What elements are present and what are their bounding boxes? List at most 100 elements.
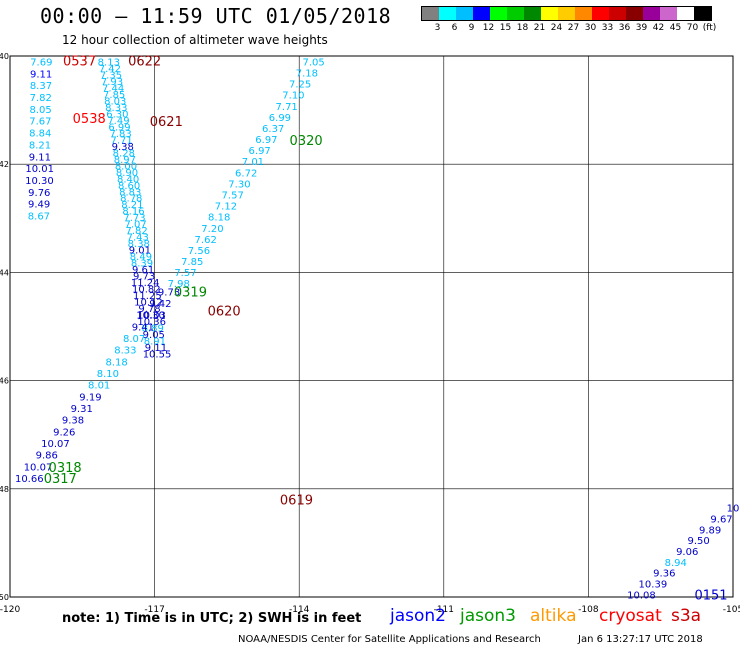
swh-value: 9.41 (132, 322, 154, 333)
pass-label: 0318 (49, 461, 82, 476)
legend-label: 15 (499, 23, 512, 33)
swh-value: 7.30 (228, 179, 250, 190)
swh-value: 10.55 (143, 350, 172, 361)
swh-value: 10.66 (15, 474, 44, 485)
swh-value: 10 (727, 504, 740, 515)
swh-value: 7.42 (99, 64, 121, 75)
swh-value: 6.99 (108, 122, 130, 133)
swh-value: 9.49 (28, 200, 50, 211)
legend-label: 30 (584, 23, 597, 33)
page-title: 00:00 – 11:59 UTC 01/05/2018 (40, 4, 392, 28)
swh-value: 9.86 (36, 451, 58, 462)
swh-value: 9.42 (149, 299, 171, 310)
y-tick-label: -50 (0, 593, 9, 602)
map-frame (9, 55, 734, 598)
legend-label: 18 (516, 23, 529, 33)
swh-value: 8.38 (128, 239, 150, 250)
swh-value: 8.21 (121, 200, 143, 211)
swh-value: 9.11 (30, 69, 52, 80)
swh-value: 7.35 (100, 70, 122, 81)
swh-value: 10.39 (639, 579, 668, 590)
pass-label: 0537 (63, 54, 96, 69)
swh-value: 8.78 (120, 194, 142, 205)
swh-value: 9.50 (688, 536, 710, 547)
swh-value: 7.93 (101, 77, 123, 88)
legend-label: 3 (434, 23, 441, 33)
swh-value: 8.00 (115, 161, 137, 172)
swh-value: 8.05 (29, 105, 51, 116)
swh-value: 9.89 (699, 525, 721, 536)
legend-label: 24 (550, 23, 563, 33)
x-tick-label: -117 (144, 605, 164, 615)
legend-label: 42 (652, 23, 665, 33)
swh-value: 9.36 (653, 569, 675, 580)
swh-value: 10.03 (137, 311, 166, 322)
swh-value: 8.83 (119, 187, 141, 198)
swh-value: 10.36 (137, 317, 166, 328)
swh-value: 9.76 (28, 188, 50, 199)
y-tick-label: -42 (0, 160, 9, 169)
swh-value: 7.71 (111, 135, 133, 146)
swh-value: 7.98 (168, 279, 190, 290)
pass-label: 0317 (44, 472, 77, 487)
legend-swatch (524, 7, 541, 20)
legend-swatch (490, 7, 507, 20)
legend-label: 45 (669, 23, 682, 33)
swh-value: 7.85 (181, 257, 203, 268)
swh-value: 8.13 (98, 57, 120, 68)
swh-value: 8.84 (29, 129, 51, 140)
swh-value: 9.11 (145, 343, 167, 354)
pass-label: 0320 (290, 134, 323, 149)
swh-value: 7.82 (30, 93, 52, 104)
swh-value: 9.01 (129, 246, 151, 257)
pass-label: 0151 (694, 588, 727, 603)
swh-value: 9.78 (138, 304, 160, 315)
legend-swatch (660, 7, 677, 20)
swh-value: 10.07 (24, 462, 53, 473)
satellite-jason2: jason2 (390, 606, 446, 626)
swh-value: 8.16 (122, 207, 144, 218)
legend-swatch (626, 7, 643, 20)
swh-value: 8.07 (123, 334, 145, 345)
legend-label: 21 (533, 23, 546, 33)
swh-value: 10.07 (41, 439, 70, 450)
swh-value: 7.44 (102, 83, 124, 94)
swh-value: 9.26 (53, 427, 75, 438)
swh-value: 8.89 (142, 324, 164, 335)
swh-value: 9.06 (676, 547, 698, 558)
satellite-altika: altika (530, 606, 577, 626)
swh-value: 9.38 (112, 142, 134, 153)
swh-value: 6.97 (255, 135, 277, 146)
y-tick-label: -44 (0, 268, 9, 277)
swh-value: 10.82 (132, 285, 161, 296)
legend-swatch (456, 7, 473, 20)
swh-value: 7.01 (242, 157, 264, 168)
swh-value: 8.10 (97, 369, 119, 380)
legend-swatch (677, 7, 694, 20)
swh-value: 7.12 (215, 202, 237, 213)
swh-value: 9.61 (132, 265, 154, 276)
swh-value: 8.37 (30, 81, 52, 92)
legend-color-bar (421, 6, 712, 21)
x-tick-label: -105 (723, 605, 740, 615)
swh-value: 6.30 (106, 109, 128, 120)
credit-line: NOAA/NESDIS Center for Satellite Applica… (238, 634, 541, 645)
legend-label: 27 (567, 23, 580, 33)
swh-value: 7.05 (303, 57, 325, 68)
swh-value: 6.99 (269, 113, 291, 124)
pass-label: 0621 (150, 115, 183, 130)
swh-value: 7.73 (123, 213, 145, 224)
swh-value: 7.49 (107, 116, 129, 127)
swh-value: 7.57 (174, 268, 196, 279)
legend-label: 36 (618, 23, 631, 33)
swh-value: 8.21 (29, 140, 51, 151)
legend-swatch (592, 7, 609, 20)
legend-swatch (473, 7, 490, 20)
x-tick-label: -108 (578, 605, 599, 615)
swh-value: 7.07 (124, 220, 146, 231)
legend-label: 70 (686, 23, 699, 33)
swh-value: 11.25 (133, 291, 162, 302)
swh-value: 7.43 (127, 233, 149, 244)
swh-value: 8.33 (105, 103, 127, 114)
swh-value: 10.12 (134, 298, 163, 309)
